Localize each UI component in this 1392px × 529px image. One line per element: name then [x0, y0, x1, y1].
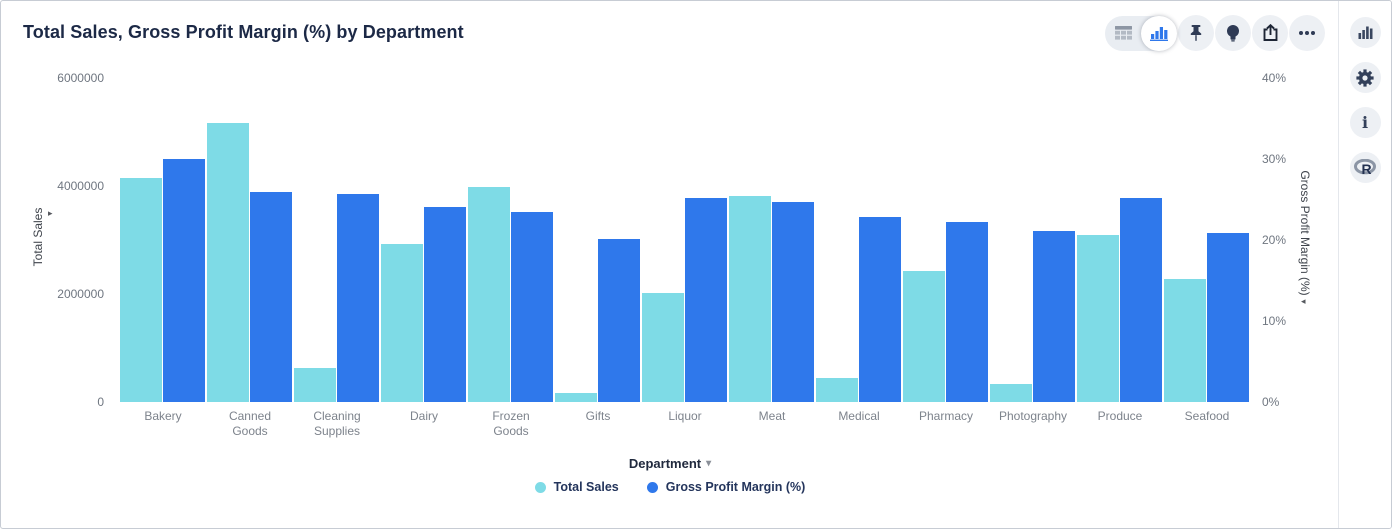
x-category-label: Produce — [1097, 409, 1143, 423]
insights-button[interactable] — [1215, 15, 1251, 51]
legend-swatch-icon — [534, 481, 546, 493]
right-sidebar: i R — [1338, 1, 1391, 528]
bar-cleaning-supplies-gross-profit-margin[interactable] — [337, 194, 379, 402]
x-category-label: Seafood — [1184, 409, 1230, 423]
bar-cleaning-supplies-total-sales[interactable] — [294, 368, 336, 402]
x-category-label: Canned Goods — [228, 409, 272, 438]
x-category-label: Liquor — [668, 409, 702, 423]
y-right-tick-label: 10% — [1262, 314, 1287, 328]
bar-pharmacy-total-sales[interactable] — [903, 271, 945, 402]
legend-swatch-icon — [646, 481, 658, 493]
table-view-icon[interactable] — [1105, 16, 1141, 51]
bar-bakery-total-sales[interactable] — [120, 178, 162, 402]
bar-photography-gross-profit-margin[interactable] — [1033, 231, 1075, 402]
more-options-button[interactable] — [1289, 15, 1325, 51]
bar-meat-total-sales[interactable] — [729, 196, 771, 402]
bar-dairy-gross-profit-margin[interactable] — [424, 207, 466, 402]
bar-liquor-total-sales[interactable] — [642, 293, 684, 402]
page-title: Total Sales, Gross Profit Margin (%) by … — [23, 22, 464, 42]
view-mode-toggle[interactable] — [1105, 15, 1177, 51]
sidebar-r-button[interactable]: R — [1349, 152, 1381, 183]
export-button[interactable] — [1252, 15, 1288, 51]
x-category-label: Photography — [998, 409, 1068, 423]
y-right-sort-arrow-icon[interactable]: ◂ — [1301, 296, 1306, 306]
bar-gifts-total-sales[interactable] — [555, 393, 597, 402]
bar-medical-total-sales[interactable] — [816, 378, 858, 402]
bar-produce-gross-profit-margin[interactable] — [1120, 198, 1162, 402]
legend: Total Sales Gross Profit Margin (%) — [1, 480, 1339, 494]
y-right-tick-label: 40% — [1262, 71, 1287, 85]
sidebar-info-button[interactable]: i — [1349, 107, 1381, 138]
sidebar-charts-button[interactable] — [1349, 17, 1381, 48]
r-logo-icon: R — [1354, 159, 1376, 176]
y-right-tick-label: 20% — [1262, 233, 1287, 247]
x-category-label: Pharmacy — [918, 409, 974, 423]
lightbulb-icon — [1227, 25, 1239, 42]
pin-button[interactable] — [1178, 15, 1214, 51]
table-grid-icon — [1114, 26, 1132, 40]
bar-chart-icon — [1358, 26, 1372, 39]
chart-toolbar — [1105, 15, 1325, 51]
legend-label: Total Sales — [553, 480, 619, 494]
x-axis-label: Department — [628, 456, 702, 471]
y-left-tick-label: 0 — [97, 395, 104, 409]
bar-frozen-goods-gross-profit-margin[interactable] — [511, 212, 553, 402]
y-axis-left-title: Total Sales — [31, 207, 45, 267]
y-right-tick-label: 0% — [1262, 395, 1280, 409]
y-left-tick-label: 4000000 — [57, 179, 104, 193]
bar-medical-gross-profit-margin[interactable] — [859, 217, 901, 402]
x-category-label: Gifts — [585, 409, 611, 423]
bar-seafood-gross-profit-margin[interactable] — [1207, 233, 1249, 402]
y-left-tick-label: 6000000 — [57, 71, 104, 85]
x-axis-control[interactable]: Department ▾ — [1, 456, 1339, 471]
x-category-label: Frozen Goods — [492, 409, 530, 438]
share-export-icon — [1263, 24, 1277, 41]
bar-produce-total-sales[interactable] — [1077, 235, 1119, 402]
bar-seafood-total-sales[interactable] — [1164, 279, 1206, 402]
pushpin-icon — [1190, 25, 1202, 41]
svg-text:R: R — [1362, 161, 1372, 176]
sidebar-settings-button[interactable] — [1349, 62, 1381, 93]
y-left-sort-arrow-icon[interactable]: ▸ — [48, 208, 53, 218]
legend-label: Gross Profit Margin (%) — [665, 480, 806, 494]
bar-liquor-gross-profit-margin[interactable] — [685, 198, 727, 402]
x-category-label: Dairy — [409, 409, 438, 423]
legend-item-gross-profit-margin[interactable]: Gross Profit Margin (%) — [646, 480, 806, 494]
y-left-tick-label: 2000000 — [57, 287, 104, 301]
y-right-tick-label: 30% — [1262, 152, 1287, 166]
bar-photography-total-sales[interactable] — [990, 384, 1032, 402]
bar-canned-goods-total-sales[interactable] — [207, 123, 249, 402]
x-category-label: Bakery — [144, 409, 182, 423]
bar-dairy-total-sales[interactable] — [381, 244, 423, 402]
bar-meat-gross-profit-margin[interactable] — [772, 202, 814, 402]
ellipsis-icon — [1299, 31, 1315, 35]
bar-bakery-gross-profit-margin[interactable] — [163, 159, 205, 402]
bar-frozen-goods-total-sales[interactable] — [468, 187, 510, 402]
x-category-label: Medical — [838, 409, 880, 423]
bar-chart-icon — [1150, 26, 1168, 41]
chevron-down-icon[interactable]: ▾ — [706, 458, 712, 469]
x-category-label: Cleaning Supplies — [313, 409, 361, 438]
bar-pharmacy-gross-profit-margin[interactable] — [946, 222, 988, 402]
legend-item-total-sales[interactable]: Total Sales — [534, 480, 619, 494]
gear-icon — [1356, 68, 1374, 87]
x-category-label: Meat — [758, 409, 786, 423]
bar-gifts-gross-profit-margin[interactable] — [598, 239, 640, 402]
bar-canned-goods-gross-profit-margin[interactable] — [250, 192, 292, 402]
info-icon: i — [1361, 113, 1369, 132]
chart-view-icon[interactable] — [1141, 15, 1177, 51]
